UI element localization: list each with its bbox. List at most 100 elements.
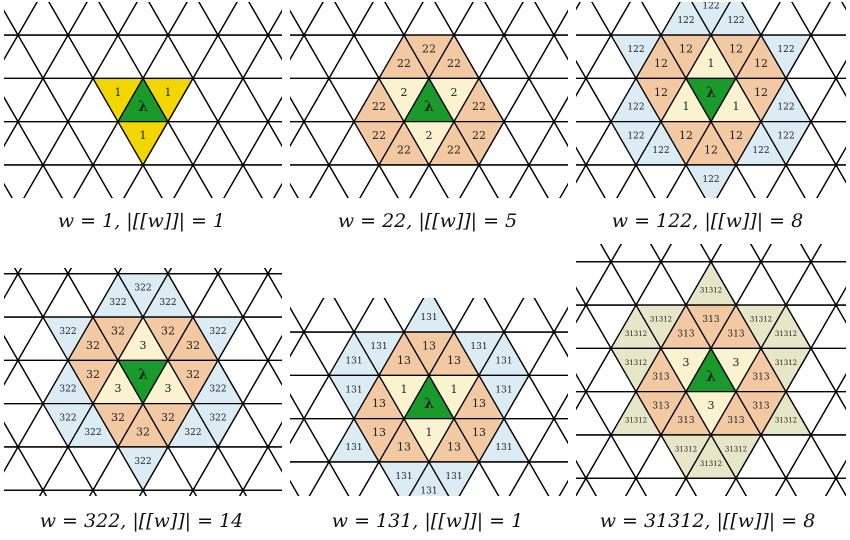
lattice-cell [508, 460, 550, 496]
lattice-cell [809, 434, 846, 480]
lattice-cell [248, 2, 282, 37]
center-lambda-label: λ [706, 369, 716, 385]
lattice-cell [766, 163, 806, 198]
lattice-cell [834, 59, 846, 79]
lattice-cell [241, 120, 282, 166]
lattice-cell [576, 164, 588, 184]
caption-4: w = 322, |[[w]]| = 14 [39, 510, 244, 532]
lattice-cell [552, 393, 568, 420]
lattice-cell [16, 2, 70, 36]
cell-label: 322 [209, 414, 226, 424]
lattice-cell [166, 121, 220, 167]
lattice-cell [616, 163, 656, 198]
cell-label: 32 [186, 368, 200, 381]
cell-label: 13 [472, 426, 486, 439]
lattice-cell [576, 303, 613, 349]
cell-label: 122 [652, 146, 669, 156]
cell-label: 32 [111, 324, 125, 337]
cell-label: 22 [397, 57, 411, 70]
lattice-cell [834, 164, 846, 184]
lattice-cell [241, 359, 282, 405]
lattice-cell [16, 121, 70, 167]
cell-label: 12 [679, 42, 693, 55]
lattice-cell [166, 34, 220, 80]
cell-label: 13 [447, 354, 461, 367]
cell-label: 322 [209, 385, 226, 395]
lattice-cell [191, 120, 245, 166]
cell-label: 13 [397, 354, 411, 367]
lattice-cell [4, 359, 45, 405]
lattice-cell [241, 33, 282, 79]
cell-label: 13 [472, 397, 486, 410]
lattice-cell [809, 2, 846, 36]
lattice-cell [809, 303, 846, 349]
lattice-cell [91, 33, 145, 79]
center-lambda-label: λ [706, 85, 716, 101]
cell-label: 31312 [650, 315, 672, 323]
cell-label: 313 [727, 329, 744, 339]
cell-label: 322 [84, 428, 101, 438]
lattice-cell [73, 163, 113, 198]
cell-label: 131 [470, 342, 487, 352]
cell-label: 313 [652, 402, 669, 412]
lattice-cell [66, 34, 120, 80]
cell-label: 322 [59, 414, 76, 424]
cell-label: 13 [372, 397, 386, 410]
cell-label: 32 [161, 324, 175, 337]
cell-label: 131 [495, 356, 512, 366]
lattice-cell [834, 459, 846, 479]
lattice-cell [141, 164, 195, 198]
lattice-cell [576, 34, 613, 80]
lattice-cell [191, 164, 245, 198]
cell-label: 3 [708, 399, 715, 412]
lattice-cell [836, 244, 846, 262]
cell-label: 31312 [675, 445, 697, 453]
lattice-cell [91, 489, 145, 496]
lattice-cell [834, 286, 846, 306]
cell-label: 3 [140, 339, 147, 352]
cell-label: 31312 [625, 417, 647, 425]
cell-label: 13 [397, 441, 411, 454]
lattice-cell [434, 2, 474, 37]
lattice-cell [290, 2, 324, 37]
lattice-cell [266, 96, 282, 123]
caption-2: w = 22, |[[w]]| = 5 [337, 210, 518, 232]
lattice-cell [191, 272, 245, 318]
lattice-cell [576, 77, 588, 97]
cell-label: 31312 [750, 315, 772, 323]
lattice-cell [576, 476, 597, 496]
lattice-cell [609, 261, 663, 307]
cell-label: 13 [372, 426, 386, 439]
lattice-cell [591, 2, 631, 37]
lattice-cell [552, 34, 568, 61]
lattice-cell [659, 244, 713, 263]
lattice-cell [709, 244, 763, 263]
lattice-cell [800, 244, 822, 264]
lattice-cell [558, 479, 568, 496]
lattice-cell [41, 120, 95, 166]
lattice-cell [809, 244, 846, 263]
lattice-cell [66, 2, 120, 36]
lattice-cell [41, 33, 95, 79]
lattice-cell [216, 268, 270, 275]
cell-label: 322 [134, 457, 151, 467]
lattice-cell [66, 268, 120, 275]
cell-label: 32 [136, 426, 150, 439]
lattice-cell [290, 298, 325, 334]
lattice-cell [533, 298, 568, 334]
lattice-cell [191, 445, 245, 491]
lattice-cell [327, 33, 381, 79]
lattice-cell [66, 446, 120, 492]
cell-label: 1 [165, 86, 172, 99]
cell-label: 122 [777, 103, 794, 113]
lattice-cell [48, 2, 88, 37]
lattice-cell [4, 316, 45, 362]
cell-label: 32 [186, 339, 200, 352]
lattice-cell [841, 2, 846, 11]
lattice-cell [166, 446, 220, 492]
cell-label: 131 [395, 472, 412, 482]
lattice-cell [4, 9, 20, 36]
lattice-cell [502, 77, 556, 123]
cell-label: 131 [495, 443, 512, 453]
lattice-cell [750, 244, 772, 264]
